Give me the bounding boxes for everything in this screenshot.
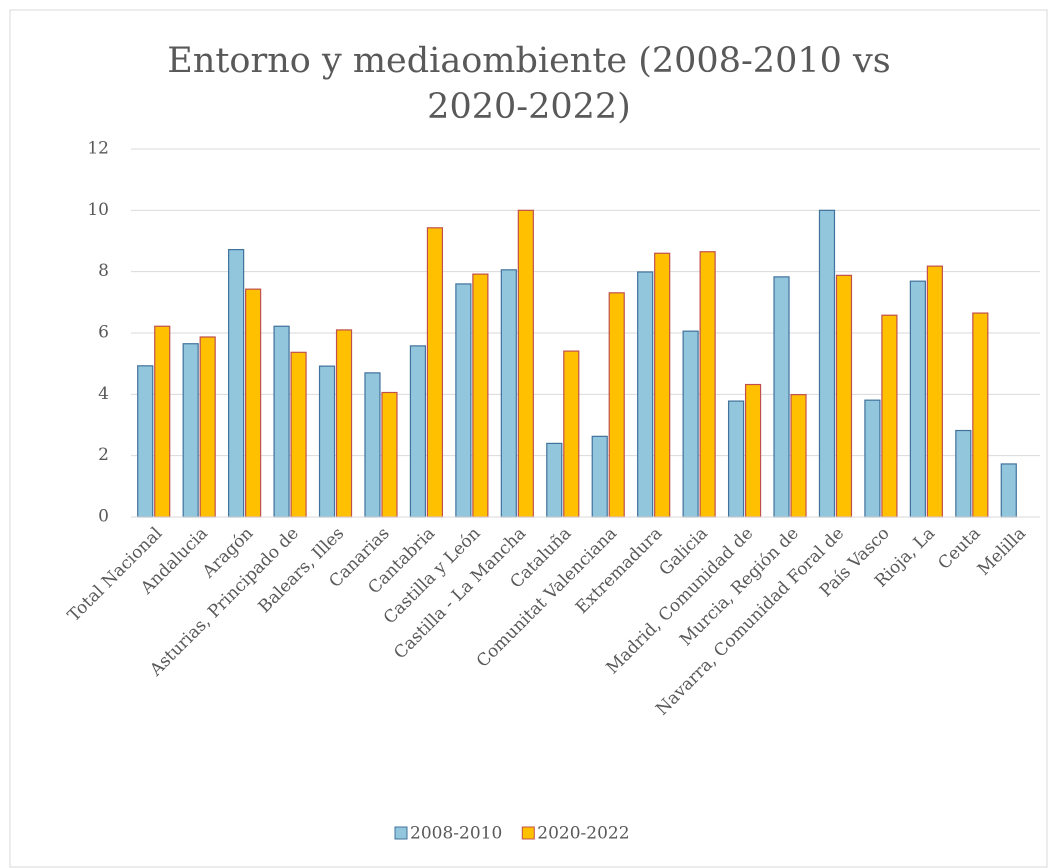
legend-swatch — [394, 826, 408, 840]
y-tick-label: 2 — [98, 445, 109, 465]
legend-swatch — [521, 826, 535, 840]
bar — [864, 399, 881, 518]
bar — [773, 276, 790, 518]
legend-label: 2020-2022 — [537, 824, 629, 844]
y-tick-label: 4 — [98, 384, 109, 404]
y-tick-label: 8 — [98, 261, 109, 281]
bar — [818, 209, 836, 518]
bar — [608, 292, 625, 518]
bar — [835, 274, 853, 518]
bar — [699, 251, 716, 518]
chart-title: Entorno y mediaombiente (2008-2010 vs 20… — [167, 41, 891, 127]
y-tick-label: 12 — [87, 139, 109, 159]
bar — [318, 365, 336, 518]
bar — [881, 314, 898, 518]
bar — [500, 269, 517, 518]
bar — [955, 429, 972, 518]
bar — [926, 265, 943, 518]
bar — [154, 325, 171, 518]
bar — [426, 227, 444, 518]
legend-label: 2008-2010 — [410, 824, 502, 844]
bar — [273, 325, 290, 518]
bar — [182, 343, 199, 518]
bar — [245, 288, 262, 518]
bar — [682, 330, 699, 518]
y-tick-label: 0 — [98, 507, 109, 527]
bar — [455, 283, 472, 518]
bar — [228, 248, 245, 518]
bar — [591, 435, 608, 518]
bar — [790, 394, 807, 518]
bar — [654, 252, 671, 518]
bar — [472, 273, 489, 518]
bar — [744, 383, 762, 518]
y-tick-label: 6 — [98, 323, 109, 343]
bar — [335, 329, 353, 518]
bar — [409, 345, 427, 518]
bar — [381, 391, 398, 518]
bar — [364, 372, 381, 518]
y-tick-label: 10 — [87, 200, 109, 220]
bar — [637, 271, 654, 518]
bar — [909, 280, 926, 518]
bar — [727, 400, 745, 518]
bar — [546, 442, 563, 518]
bar — [290, 351, 307, 518]
bar — [199, 336, 216, 518]
bar — [137, 365, 154, 518]
bar — [1000, 463, 1017, 518]
bar — [563, 350, 580, 518]
bar — [972, 312, 989, 518]
bar — [517, 209, 534, 518]
